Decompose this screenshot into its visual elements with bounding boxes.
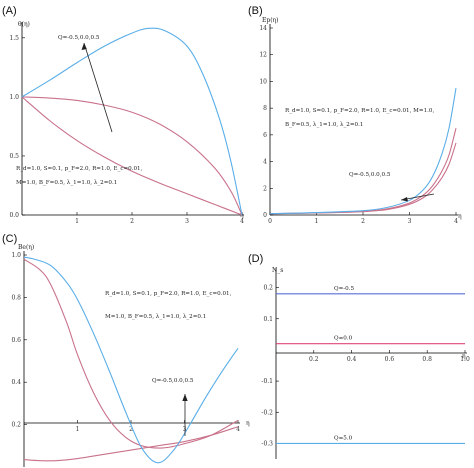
panel-c-ticks: 1 2 3 4 0.2 0.4 0.6 0.8 1.0: [11, 251, 240, 467]
series-line-2: [269, 128, 457, 215]
x-tick-label: 3: [183, 426, 187, 433]
panel-b-arrow-label: Q=-0.5,0.0,0.5: [349, 172, 391, 178]
y-tick-label: 0.0: [9, 212, 19, 219]
panel-a-annotation-2: M=1.0, B_F=0.5, λ_1=1.0, λ_2=0.1: [16, 180, 117, 186]
panel-a-arrowhead: [81, 43, 87, 50]
y-tick-label: 0.2: [11, 422, 21, 429]
x-tick-label: 4: [236, 426, 240, 433]
panel-d-ylabel: N_s: [272, 267, 283, 274]
y-tick-label: 1.5: [9, 35, 19, 42]
x-tick-label: 2: [130, 218, 134, 225]
y-tick-label: 0.2: [263, 285, 273, 292]
y-tick-label: -0.3: [261, 440, 273, 447]
series-line-3: [23, 256, 239, 464]
series-label-2: Q=0.0: [334, 336, 353, 342]
y-tick-label: -0.2: [261, 409, 273, 416]
panel-a-arrow: [83, 42, 113, 133]
panel-d: (D) N_s η 0.2 0.4 0.6 0.8 1.0 0.2 0.1 -0.1 -0.2 -…: [248, 253, 470, 459]
x-tick-label: 2: [361, 218, 365, 225]
y-tick-label: 8: [263, 105, 267, 112]
y-tick-label: 0.1: [263, 316, 273, 323]
x-tick-label: 3: [185, 218, 189, 225]
panel-a-arrow-label: Q=-0.5,0.0,0.5: [58, 35, 100, 41]
x-tick-label: 3: [408, 218, 412, 225]
series-line-3: [269, 88, 457, 215]
y-tick-label: 0.6: [11, 337, 21, 344]
series-line-1: [269, 142, 457, 215]
x-tick-label: 0.2: [309, 356, 319, 363]
panel-d-ticks: 0.2 0.4 0.6 0.8 1.0 0.2 0.1 -0.1 -0.2 -0.3: [261, 268, 470, 459]
series-line-2: [21, 96, 243, 216]
panel-c-label: (C): [2, 233, 17, 245]
y-tick-label: 1.0: [11, 252, 21, 259]
y-tick-label: 0: [263, 212, 267, 219]
y-tick-label: 10: [259, 78, 267, 85]
panel-c-curves: [23, 256, 239, 464]
y-tick-label: 0.8: [11, 294, 21, 301]
panel-b-annotation-2: B_F=0.5, λ_1=1.0, λ_2=0.1: [285, 122, 363, 128]
panel-b-label: (B): [248, 5, 263, 17]
panel-a-curves: [21, 27, 243, 216]
series-line-1: [23, 426, 239, 462]
y-tick-label: 12: [259, 52, 267, 59]
x-tick-label: 1: [315, 218, 319, 225]
y-tick-label: 14: [259, 25, 267, 32]
panel-a-xlabel: η: [240, 212, 244, 219]
x-tick-label: 1: [76, 426, 80, 433]
x-tick-label: 0.4: [347, 356, 357, 363]
panel-c-annotation-2: M=1.0, B_F=0.5, λ_1=1.0, λ_2=0.1: [105, 314, 206, 320]
x-tick-label: 0.8: [422, 356, 432, 363]
x-tick-label: 4: [240, 218, 244, 225]
y-tick-label: 6: [263, 132, 267, 139]
panel-b-annotation-1: R_d=1.0, S=0.1, p_F=2.0, R=1.0, E_c=0.01…: [285, 108, 434, 114]
y-tick-label: 2: [263, 185, 267, 192]
panel-c-arrow-label: Q=-0.5,0.0,0.5: [152, 378, 194, 384]
series-line-1: [21, 96, 243, 216]
panel-a-ticks: 1 2 3 4 0.0 0.5 1.0 1.5: [9, 22, 244, 225]
panel-d-xlabel: η: [462, 353, 466, 360]
panel-b-arrowhead: [401, 197, 408, 202]
y-tick-label: 4: [263, 159, 267, 166]
x-tick-label: 0: [268, 218, 272, 225]
panel-d-curves: [275, 293, 465, 444]
panel-a-annotation-1: R_d=1.0, S=0.1, p_F=2.0, R=1.0, E_c=0.01…: [16, 166, 143, 172]
panel-c-ylabel: Be(η): [18, 244, 34, 251]
x-tick-label: 0.6: [385, 356, 395, 363]
series-label-3: Q=5.0: [334, 435, 353, 441]
x-tick-label: 4: [454, 218, 458, 225]
x-tick-label: 2: [129, 426, 133, 433]
y-tick-label: 1.0: [9, 94, 19, 101]
panel-b-xlabel: η: [458, 213, 462, 220]
y-tick-label: 0.5: [9, 153, 19, 160]
series-label-1: Q=-0.5: [334, 286, 354, 292]
panel-a-ylabel: θ(η): [18, 21, 30, 28]
y-tick-label: 0.4: [11, 379, 21, 386]
panel-b-ylabel: Ep(η): [262, 17, 279, 24]
y-tick-label: -0.1: [261, 378, 273, 385]
panel-c-xlabel: η: [246, 420, 250, 427]
series-line-3: [21, 27, 243, 216]
panel-d-series-labels: Q=-0.5 Q=0.0 Q=5.0: [334, 286, 354, 442]
panel-a-label: (A): [2, 5, 17, 17]
panel-b-curves: [269, 88, 457, 215]
panel-a: (A) θ(η) η 1 2 3 4 0.0 0.5 1.0 1.5 Q=-0.5,0.0,0…: [2, 5, 244, 225]
panel-c: (C) Be(η) η 1 2 3 4 0.2 0.4 0.6 0.8 1.0 R_d=1.0,…: [2, 233, 250, 467]
panel-c-annotation-1: R_d=1.0, S=0.1, p_F=2.0, R=1.0, E_c=0.01…: [105, 291, 232, 297]
x-tick-label: 1.0: [460, 356, 470, 363]
panel-d-label: (D): [248, 253, 263, 265]
series-line-2: [23, 258, 239, 449]
panel-c-arrowhead: [182, 394, 188, 401]
x-tick-label: 1: [75, 218, 79, 225]
